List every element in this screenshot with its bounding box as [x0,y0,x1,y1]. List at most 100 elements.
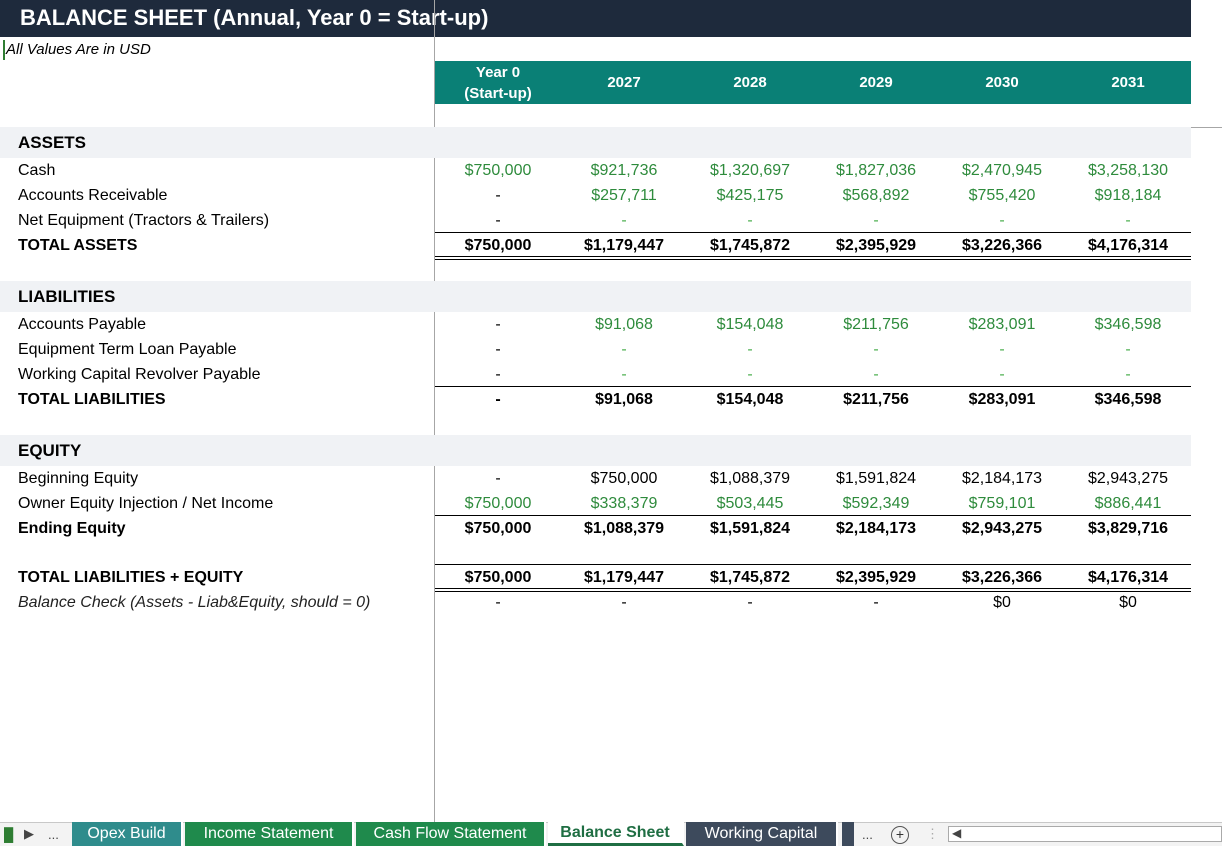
cell-term-loan[interactable]: - [747,341,753,358]
cell-ar[interactable]: $918,184 [1094,187,1162,204]
hidden-tab-stub[interactable] [842,822,854,846]
cell-beg-equity[interactable]: $1,088,379 [709,470,791,487]
split-handle-icon[interactable]: ⋮ [926,826,939,841]
cell-total-liab[interactable]: $346,598 [1094,391,1162,408]
cell-equip[interactable]: - [999,212,1005,229]
cell-total-liab[interactable]: $91,068 [595,391,653,408]
cell-ar[interactable]: - [495,187,501,204]
row-label-end-equity[interactable]: Ending Equity [18,520,126,537]
cell-revolver[interactable]: - [747,366,753,383]
cell-beg-equity[interactable]: $1,591,824 [835,470,917,487]
cell-ap[interactable]: $211,756 [843,316,909,333]
cell-total-assets[interactable]: $2,395,929 [835,237,917,254]
cell-check[interactable]: - [747,594,753,611]
cell-net-income[interactable]: $338,379 [590,495,658,512]
cell-total-liab[interactable]: - [495,391,501,408]
tab-nav-more[interactable]: ... [862,826,873,842]
cell-beg-equity[interactable]: $750,000 [590,470,658,487]
cell-term-loan[interactable]: - [873,341,879,358]
cell-check[interactable]: - [873,594,879,611]
sheet-tab-income-statement[interactable]: Income Statement [185,822,354,846]
cell-ap[interactable]: $91,068 [595,316,653,333]
cell-total-liab[interactable]: $283,091 [968,391,1036,408]
cell-total-le[interactable]: $1,745,872 [709,569,791,586]
row-label-ar[interactable]: Accounts Receivable [18,187,168,204]
cell-term-loan[interactable]: - [999,341,1005,358]
cell-revolver[interactable]: - [873,366,879,383]
horizontal-scrollbar[interactable]: ◀ [948,826,1222,842]
row-label-ap[interactable]: Accounts Payable [18,316,147,333]
cell-cash[interactable]: $2,470,945 [961,162,1043,179]
cell-equip[interactable]: - [495,212,501,229]
cell-total-assets[interactable]: $1,179,447 [583,237,665,254]
cell-cash[interactable]: $3,258,130 [1087,162,1169,179]
row-label-total-le[interactable]: TOTAL LIABILITIES + EQUITY [18,569,244,586]
cell-cash[interactable]: $1,320,697 [709,162,791,179]
sheet-tab-opex-build[interactable]: Opex Build [72,822,183,846]
cell-beg-equity[interactable]: $2,943,275 [1087,470,1169,487]
cell-total-le[interactable]: $3,226,366 [961,569,1043,586]
cell-equip[interactable]: - [747,212,753,229]
cell-ap[interactable]: $346,598 [1094,316,1162,333]
cell-check[interactable]: $0 [1119,594,1137,611]
cell-total-le[interactable]: $2,395,929 [835,569,917,586]
cell-equip[interactable]: - [621,212,627,229]
cell-end-equity[interactable]: $3,829,716 [1087,520,1169,537]
cell-total-liab[interactable]: $211,756 [843,391,909,408]
cell-equip[interactable]: - [1125,212,1131,229]
row-label-revolver[interactable]: Working Capital Revolver Payable [18,366,261,383]
cell-end-equity[interactable]: $1,088,379 [583,520,665,537]
cell-term-loan[interactable]: - [621,341,627,358]
cell-term-loan[interactable]: - [1125,341,1131,358]
row-label-net-income[interactable]: Owner Equity Injection / Net Income [18,495,274,512]
row-label-equip[interactable]: Net Equipment (Tractors & Trailers) [18,212,270,229]
cell-total-le[interactable]: $1,179,447 [583,569,665,586]
sheet-tab-working-capital[interactable]: Working Capital [686,822,838,846]
cell-end-equity[interactable]: $750,000 [464,520,532,537]
scroll-left-icon[interactable]: ◀ [952,826,962,840]
cell-end-equity[interactable]: $2,184,173 [835,520,917,537]
sheet-tab-balance-sheet[interactable]: Balance Sheet [548,822,684,846]
cell-ap[interactable]: $154,048 [716,316,784,333]
cell-cash[interactable]: $1,827,036 [835,162,917,179]
cell-ar[interactable]: $755,420 [968,187,1036,204]
cell-beg-equity[interactable]: - [495,470,501,487]
cell-ar[interactable]: $568,892 [842,187,910,204]
cell-net-income[interactable]: $759,101 [968,495,1036,512]
cell-total-assets[interactable]: $1,745,872 [709,237,791,254]
cell-check[interactable]: - [621,594,627,611]
cell-ar[interactable]: $425,175 [716,187,784,204]
cell-total-le[interactable]: $750,000 [464,569,532,586]
cell-beg-equity[interactable]: $2,184,173 [961,470,1043,487]
row-label-check[interactable]: Balance Check (Assets - Liab&Equity, sho… [18,594,371,611]
cell-equip[interactable]: - [873,212,879,229]
cell-revolver[interactable]: - [999,366,1005,383]
row-label-beg-equity[interactable]: Beginning Equity [18,470,139,487]
cell-term-loan[interactable]: - [495,341,501,358]
sheet-tab-cash-flow-statement[interactable]: Cash Flow Statement [356,822,546,846]
cell-revolver[interactable]: - [1125,366,1131,383]
cell-ar[interactable]: $257,711 [591,187,657,204]
cell-net-income[interactable]: $750,000 [464,495,532,512]
row-label-cash[interactable]: Cash [18,162,56,179]
cell-net-income[interactable]: $886,441 [1094,495,1162,512]
tab-nav-ellipsis[interactable]: ... [48,826,59,842]
cell-check[interactable]: - [495,594,501,611]
cell-cash[interactable]: $921,736 [590,162,658,179]
cell-total-assets[interactable]: $750,000 [464,237,532,254]
cell-total-assets[interactable]: $4,176,314 [1087,237,1169,254]
row-label-total-assets[interactable]: TOTAL ASSETS [18,237,138,254]
add-sheet-icon[interactable]: + [891,826,909,844]
cell-end-equity[interactable]: $1,591,824 [709,520,791,537]
cell-end-equity[interactable]: $2,943,275 [961,520,1043,537]
cell-check[interactable]: $0 [993,594,1011,611]
cell-net-income[interactable]: $503,445 [716,495,784,512]
tab-nav-first-icon[interactable]: █ [4,826,14,842]
cell-total-liab[interactable]: $154,048 [716,391,784,408]
cell-total-le[interactable]: $4,176,314 [1087,569,1169,586]
cell-revolver[interactable]: - [495,366,501,383]
row-label-term-loan[interactable]: Equipment Term Loan Payable [18,341,237,358]
row-label-total-liab[interactable]: TOTAL LIABILITIES [18,391,166,408]
tab-nav-next-icon[interactable]: ▶ [24,826,34,841]
cell-total-assets[interactable]: $3,226,366 [961,237,1043,254]
